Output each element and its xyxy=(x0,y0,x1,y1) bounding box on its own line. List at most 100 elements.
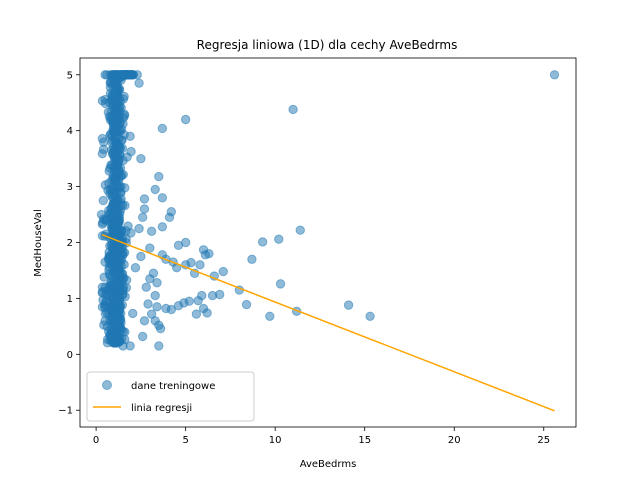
scatter-point xyxy=(195,260,205,270)
scatter-point xyxy=(137,331,148,342)
scatter-point xyxy=(154,341,164,351)
scatter-point xyxy=(100,282,110,292)
scatter-point xyxy=(145,243,155,253)
y-axis-label: MedHouseVal xyxy=(33,209,44,276)
scatter-point xyxy=(113,94,124,105)
scatter-point xyxy=(101,296,111,306)
scatter-point xyxy=(275,279,286,289)
scatter-point xyxy=(97,96,108,106)
scatter-points xyxy=(96,70,560,351)
scatter-point xyxy=(365,311,375,321)
scatter-point xyxy=(139,194,150,204)
regression-line-layer xyxy=(101,233,555,412)
scatter-point xyxy=(100,257,110,267)
y-axis-ticks: −1 0 1 2 3 4 5 xyxy=(58,70,80,417)
scatter-point xyxy=(154,171,164,182)
scatter-point xyxy=(136,251,146,262)
scatter-point xyxy=(128,308,138,319)
plot-area xyxy=(96,70,560,412)
regression-line xyxy=(101,233,555,412)
y-tick-label: 0 xyxy=(67,350,73,361)
y-tick-label: 3 xyxy=(67,182,73,193)
y-tick-label: 4 xyxy=(67,126,73,137)
y-tick-label: 2 xyxy=(67,238,73,249)
scatter-point xyxy=(288,104,298,115)
scatter-point xyxy=(180,114,191,125)
scatter-point xyxy=(96,209,107,220)
scatter-point xyxy=(146,226,157,237)
y-tick-label: −1 xyxy=(58,406,73,417)
scatter-point xyxy=(139,204,150,214)
scatter-point xyxy=(295,225,305,235)
scatter-point xyxy=(148,268,159,278)
scatter-point xyxy=(111,335,121,345)
scatter-point xyxy=(214,289,225,300)
scatter-point xyxy=(108,182,119,193)
scatter-point xyxy=(191,309,202,319)
x-axis-label: AveBedrms xyxy=(300,459,357,470)
scatter-point xyxy=(99,272,109,282)
scatter-point xyxy=(114,103,124,113)
scatter-point xyxy=(114,154,124,165)
scatter-point xyxy=(157,193,168,203)
scatter-point xyxy=(116,171,126,182)
x-tick-label: 10 xyxy=(269,435,282,446)
scatter-point xyxy=(257,237,268,247)
scatter-point xyxy=(111,267,122,277)
scatter-point xyxy=(118,341,128,351)
scatter-point xyxy=(202,308,212,318)
scatter-point xyxy=(137,212,148,223)
scatter-point xyxy=(125,131,135,141)
scatter-point xyxy=(111,310,122,320)
scatter-point xyxy=(134,223,144,234)
scatter-point xyxy=(136,153,146,164)
scatter-point xyxy=(132,70,143,80)
scatter-point xyxy=(274,234,284,244)
scatter-point xyxy=(218,266,228,277)
x-tick-label: 5 xyxy=(182,435,188,446)
y-tick-label: 5 xyxy=(67,70,73,81)
scatter-point xyxy=(152,302,162,312)
scatter-point xyxy=(143,299,153,309)
scatter-point xyxy=(112,126,122,137)
y-tick-label: 1 xyxy=(67,294,73,305)
scatter-point xyxy=(343,300,354,310)
scatter-point xyxy=(102,215,112,225)
scatter-point xyxy=(241,299,252,310)
scatter-point xyxy=(112,114,122,125)
scatter-point xyxy=(164,212,175,223)
scatter-point xyxy=(139,316,150,326)
scatter-point xyxy=(200,250,211,260)
scatter-point xyxy=(99,137,109,147)
x-tick-label: 20 xyxy=(448,435,461,446)
scatter-point xyxy=(108,150,118,160)
scatter-point xyxy=(116,187,126,198)
legend: dane treningowe linia regresji xyxy=(86,371,255,422)
scatter-point xyxy=(113,284,123,295)
scatter-point xyxy=(130,263,141,273)
legend-label-scatter: dane treningowe xyxy=(131,381,215,392)
scatter-point xyxy=(155,323,166,334)
legend-marker-scatter xyxy=(102,380,112,390)
scatter-point xyxy=(134,78,144,88)
scatter-point xyxy=(102,307,112,318)
legend-box xyxy=(86,371,255,422)
scatter-point xyxy=(549,70,560,80)
scatter-point xyxy=(100,316,110,326)
scatter-point xyxy=(115,143,125,153)
scatter-point xyxy=(152,278,162,288)
scatter-point xyxy=(157,123,168,134)
scatter-point xyxy=(109,202,120,212)
scatter-point xyxy=(105,130,115,141)
scatter-point xyxy=(247,254,257,264)
x-tick-label: 0 xyxy=(93,435,99,446)
scatter-point xyxy=(112,319,122,329)
scatter-point xyxy=(157,222,168,232)
x-axis-ticks: 0 5 10 15 20 25 xyxy=(93,427,550,446)
scatter-point xyxy=(265,311,275,321)
scatter-point xyxy=(193,295,203,306)
scatter-point xyxy=(101,229,111,239)
scatter-point xyxy=(173,240,184,251)
scatter-point xyxy=(150,184,160,195)
